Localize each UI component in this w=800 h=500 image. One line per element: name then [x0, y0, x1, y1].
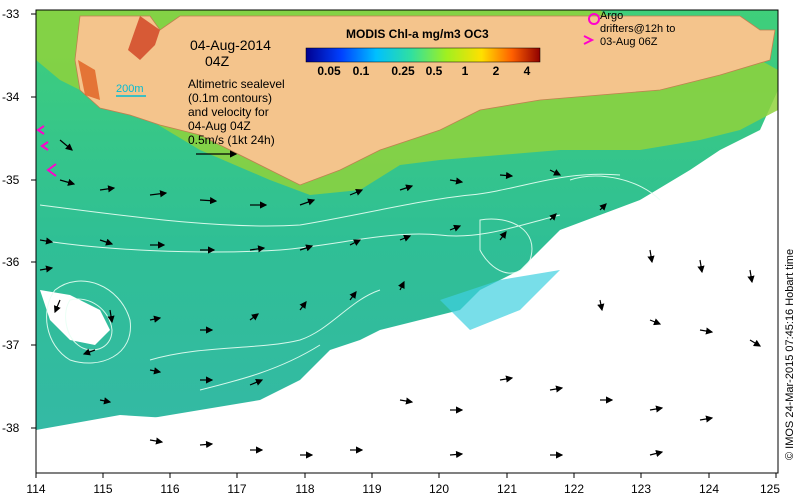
map-date-label: 04-Aug-2014 — [190, 37, 271, 53]
description-line: (0.1m contours) — [188, 91, 273, 105]
map-plot-area — [36, 10, 778, 473]
argo-drifter-markers — [36, 125, 57, 177]
x-tick-label: 117 — [227, 482, 247, 496]
colorbar-tick: 1 — [461, 64, 469, 78]
colorbar — [305, 47, 541, 63]
map-time-label: 04Z — [205, 53, 230, 69]
colorbar-tick: 0.1 — [352, 64, 370, 78]
y-tick-label: -34 — [2, 90, 20, 104]
y-tick-label: -36 — [2, 255, 20, 269]
x-tick-label: 125 — [759, 482, 781, 496]
isobath-label: 200m — [116, 83, 144, 95]
colorbar-tick: 0.05 — [317, 64, 341, 78]
y-tick-label: -35 — [2, 173, 20, 187]
y-tick-label: -33 — [2, 7, 20, 21]
argo-chevron-icon — [583, 35, 595, 45]
x-tick-label: 119 — [362, 482, 382, 496]
velocity-description: Altimetric sealevel (0.1m contours) and … — [188, 77, 285, 147]
axis-ticks — [31, 13, 777, 478]
x-tick-label: 124 — [698, 482, 720, 496]
velocity-arrows — [39, 139, 762, 459]
land-mass — [74, 15, 776, 186]
map-border — [35, 9, 779, 474]
x-tick-label: 115 — [93, 482, 113, 496]
description-line: Altimetric sealevel — [188, 77, 285, 91]
x-tick-label: 121 — [496, 482, 518, 496]
x-tick-label: 123 — [630, 482, 652, 496]
x-tick-label: 114 — [26, 482, 46, 496]
description-line: and velocity for — [188, 105, 269, 119]
cloud-patch — [300, 150, 778, 473]
x-tick-label: 118 — [295, 482, 315, 496]
colorbar-tick: 2 — [492, 64, 500, 78]
colorbar-title: MODIS Chl-a mg/m3 OC3 — [346, 27, 489, 41]
credit-text: © IMOS 24-Mar-2015 07:45:16 Hobart time — [784, 248, 796, 460]
colorbar-tick: 0.5 — [425, 64, 443, 78]
argo-legend: Argo drifters@12h to 03-Aug 06Z — [600, 10, 675, 49]
cloud-patch — [36, 415, 300, 473]
argo-legend-line: Argo — [600, 10, 624, 22]
cloud-patch — [40, 290, 110, 345]
argo-circle-icon — [588, 13, 600, 25]
description-line: 04-Aug 04Z — [188, 119, 251, 133]
y-tick-label: -38 — [2, 421, 20, 435]
colorbar-tick: 0.25 — [391, 64, 415, 78]
argo-legend-line: 03-Aug 06Z — [600, 36, 658, 48]
sea-level-contours — [39, 173, 661, 391]
description-line: 0.5m/s (1kt 24h) — [188, 133, 275, 147]
x-tick-label: 116 — [160, 482, 180, 496]
y-tick-label: -37 — [2, 338, 20, 352]
argo-legend-line: drifters@12h to — [600, 23, 676, 35]
colorbar-tick: 4 — [523, 64, 531, 78]
x-tick-label: 120 — [428, 482, 450, 496]
x-tick-label: 122 — [563, 482, 585, 496]
